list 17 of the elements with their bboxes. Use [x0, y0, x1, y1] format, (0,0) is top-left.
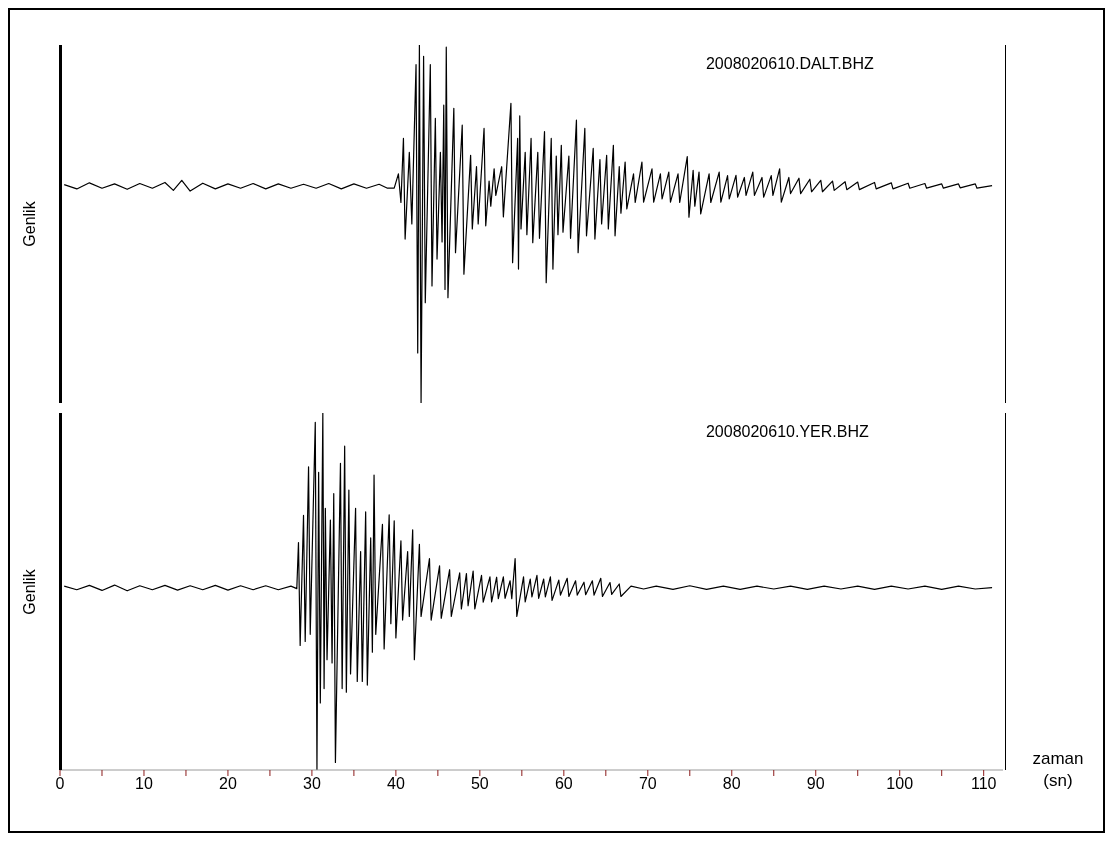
y-axis-title: Genlik	[20, 568, 39, 615]
x-tick-label: 100	[886, 775, 914, 793]
x-tick-label: 50	[470, 775, 489, 793]
x-tick-label: 80	[722, 775, 741, 793]
x-tick-label: 30	[303, 775, 321, 793]
x-tick-label: 40	[386, 775, 405, 793]
x-tick-label: 10	[135, 775, 153, 793]
x-tick-label: 20	[219, 775, 237, 793]
x-tick-label: 60	[554, 775, 573, 793]
x-tick-label: 70	[638, 775, 657, 793]
x-tick-label: 0	[55, 775, 65, 793]
x-tick-label: 110	[970, 775, 997, 793]
x-axis-title: zaman (sn)	[1031, 748, 1085, 792]
x-tick-label: 90	[806, 775, 825, 793]
annotation: 2008020610.YER.BHZ	[705, 423, 869, 441]
annotation: 2008020610.DALT.BHZ	[705, 55, 874, 73]
y-axis-title: Genlik	[20, 201, 39, 247]
